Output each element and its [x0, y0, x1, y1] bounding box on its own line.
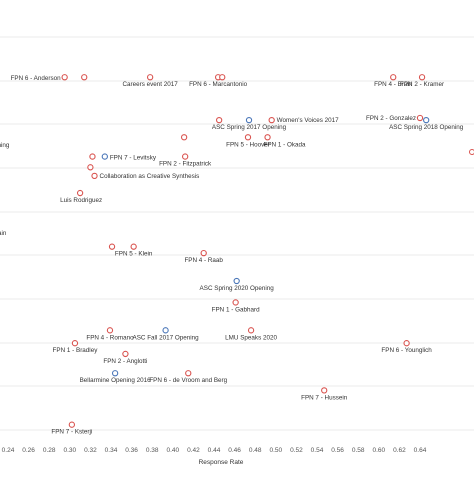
point-label: Careers event 2017 — [122, 81, 178, 88]
data-point[interactable] — [72, 341, 77, 346]
data-point[interactable] — [217, 118, 222, 123]
point-label: FPN 6 - Anderson — [11, 75, 62, 82]
point-label: FPN 1 - Okada — [264, 141, 306, 148]
data-point[interactable] — [82, 75, 87, 80]
point-label: FPN 2 - Fitzpatrick — [159, 161, 212, 168]
data-point[interactable] — [113, 371, 118, 376]
data-point[interactable] — [233, 300, 238, 305]
data-point[interactable] — [123, 351, 128, 356]
point-label: FPN 6 - Younglich — [381, 347, 432, 354]
x-tick-label: 0.64 — [414, 447, 427, 454]
data-point[interactable] — [322, 388, 327, 393]
data-point[interactable] — [183, 154, 188, 159]
data-point[interactable] — [248, 328, 253, 333]
data-point[interactable] — [404, 341, 409, 346]
point-label: Women's Voices 2017 — [277, 117, 339, 124]
data-point[interactable] — [182, 135, 187, 140]
data-point[interactable] — [220, 75, 225, 80]
x-tick-label: 0.36 — [125, 447, 138, 454]
point-label: FPN 7 - Hussein — [301, 394, 348, 401]
x-tick-label: 0.54 — [311, 447, 324, 454]
point-label: ASC Spring 2018 Opening — [389, 124, 464, 131]
data-point[interactable] — [186, 371, 191, 376]
data-point[interactable] — [269, 118, 274, 123]
point-label: ASC Spring 2020 Opening — [200, 285, 275, 292]
point-label: Bellarmine Opening 2016 — [80, 377, 152, 384]
point-label: FPN 4 - Raab — [184, 257, 223, 264]
data-point[interactable] — [90, 154, 95, 159]
data-point[interactable] — [234, 278, 239, 283]
point-label: LMU Speaks 2020 — [225, 334, 277, 341]
x-tick-label: 0.26 — [22, 447, 35, 454]
data-point[interactable] — [109, 244, 114, 249]
x-tick-label: 0.52 — [290, 447, 303, 454]
point-label: Luis Rodriguez — [60, 197, 102, 204]
data-point[interactable] — [107, 328, 112, 333]
clipped-point-label: ain — [0, 230, 7, 237]
point-label: FPN 4 - Romano — [86, 334, 134, 341]
data-point[interactable] — [391, 75, 396, 80]
data-point[interactable] — [417, 115, 422, 120]
data-point[interactable] — [92, 173, 97, 178]
data-point[interactable] — [62, 75, 67, 80]
data-point[interactable] — [201, 251, 206, 256]
point-label: ASC Spring 2017 Opening — [212, 124, 287, 131]
x-tick-label: 0.24 — [2, 447, 15, 454]
point-label: FPN 5 - Klein — [115, 251, 153, 258]
data-point[interactable] — [131, 244, 136, 249]
x-tick-label: 0.44 — [208, 447, 221, 454]
point-label: ASC Fall 2017 Opening — [133, 334, 200, 341]
x-tick-label: 0.56 — [331, 447, 344, 454]
x-tick-label: 0.30 — [63, 447, 76, 454]
data-point[interactable] — [148, 75, 153, 80]
x-tick-label: 0.48 — [249, 447, 262, 454]
point-label: FPN 2 - Kramer — [400, 81, 444, 88]
x-tick-label: 0.50 — [269, 447, 282, 454]
data-point[interactable] — [424, 118, 429, 123]
x-tick-label: 0.38 — [146, 447, 159, 454]
point-label: Collaboration as Creative Synthesis — [100, 173, 200, 180]
data-point[interactable] — [265, 135, 270, 140]
point-label: FPN 2 - Gonzalez — [366, 115, 416, 122]
edge-point-marker — [470, 150, 474, 155]
x-tick-label: 0.32 — [84, 447, 97, 454]
x-tick-label: 0.40 — [166, 447, 179, 454]
x-tick-label: 0.46 — [228, 447, 241, 454]
data-point[interactable] — [163, 328, 168, 333]
x-tick-label: 0.60 — [372, 447, 385, 454]
point-label: FPN 6 - de Vroom and Berg — [149, 377, 227, 384]
point-label: FPN 7 - Ksterji — [51, 429, 92, 436]
x-tick-label: 0.42 — [187, 447, 200, 454]
point-label: FPN 1 - Bradley — [53, 347, 99, 354]
x-tick-label: 0.34 — [105, 447, 118, 454]
point-label: FPN 1 - Gabhard — [212, 306, 260, 313]
data-point[interactable] — [88, 165, 93, 170]
x-tick-label: 0.58 — [352, 447, 365, 454]
x-axis-title: Response Rate — [199, 459, 244, 466]
clipped-point-label: ening — [0, 142, 10, 149]
data-point[interactable] — [69, 422, 74, 427]
point-label: FPN 7 - Levitsky — [110, 155, 157, 162]
gridlines — [0, 37, 474, 430]
edge-label-fragments: ening ain — [0, 142, 10, 237]
point-label: FPN 6 - Marcantonio — [189, 81, 248, 88]
data-point[interactable] — [246, 118, 251, 123]
data-point[interactable] — [78, 190, 83, 195]
point-label: FPN 2 - Anglotti — [103, 358, 147, 365]
data-point[interactable] — [245, 135, 250, 140]
data-point[interactable] — [419, 75, 424, 80]
x-axis-ticks: 0.24 0.26 0.28 0.30 0.32 0.34 0.36 0.38 0.40 0.42… — [2, 447, 427, 454]
x-tick-label: 0.62 — [393, 447, 406, 454]
x-tick-label: 0.28 — [43, 447, 56, 454]
data-point[interactable] — [102, 154, 107, 159]
